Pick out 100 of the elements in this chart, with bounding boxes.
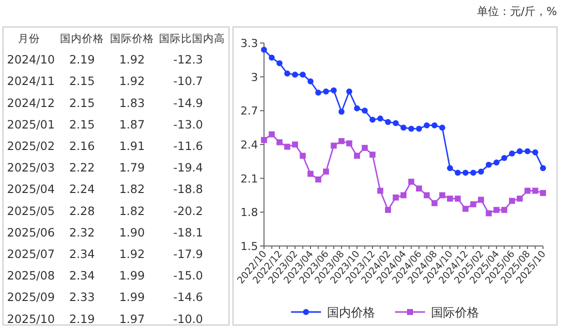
- point: [308, 170, 314, 177]
- data-label: 2.22: [69, 160, 95, 175]
- data-label: 1.82: [119, 204, 145, 218]
- y-tick-label: 2.7: [240, 104, 258, 118]
- point: [308, 78, 314, 84]
- point: [268, 131, 275, 138]
- category-label: 2025/10: [7, 312, 55, 326]
- category-label: 2025/05: [7, 204, 55, 218]
- data-label: 1.82: [119, 182, 145, 196]
- point: [354, 152, 360, 159]
- data-label: 2.34: [69, 247, 95, 261]
- data-label: 2.19: [69, 52, 95, 67]
- y-tick-label: 2.4: [240, 138, 258, 152]
- point: [462, 206, 468, 212]
- point: [416, 126, 422, 132]
- text: 国际价格: [110, 33, 154, 45]
- data-label: 1.83: [119, 96, 145, 110]
- data-label: -15.0: [173, 268, 203, 283]
- point: [486, 162, 492, 168]
- point: [424, 122, 430, 128]
- point: [323, 88, 329, 94]
- text: 月份: [18, 33, 40, 45]
- point: [370, 116, 376, 123]
- data-label: 2.15: [69, 96, 95, 110]
- point: [524, 188, 530, 194]
- point: [315, 90, 322, 96]
- category-label: 2024/11: [7, 74, 55, 88]
- y-tick-label: 3.3: [240, 37, 258, 50]
- data-label: -18.8: [173, 182, 203, 196]
- point: [400, 192, 406, 198]
- data-label: 1.92: [119, 247, 145, 261]
- data-label: 2.15: [69, 117, 95, 132]
- data-label: 1.99: [119, 290, 145, 304]
- data-label: -20.2: [173, 204, 203, 218]
- category-label: 2025/06: [7, 225, 55, 240]
- data-label: -17.9: [173, 247, 203, 261]
- data-label: 1.91: [119, 139, 145, 153]
- y-tick-label: 2.1: [240, 172, 258, 186]
- y-tick-label: 1.8: [240, 206, 258, 220]
- data-label: 1.92: [119, 52, 145, 67]
- point: [292, 72, 298, 78]
- point: [268, 54, 275, 61]
- point: [432, 122, 438, 128]
- data-label: -19.4: [173, 160, 203, 175]
- point: [400, 124, 406, 131]
- point: [462, 170, 468, 176]
- point: [315, 176, 322, 182]
- data-label: -14.9: [173, 96, 203, 110]
- point: [377, 116, 384, 122]
- legend-item: 国内价格: [291, 306, 375, 320]
- point: [509, 198, 515, 204]
- data-label: -10.7: [173, 74, 203, 88]
- data-label: 2.33: [69, 290, 95, 304]
- point: [516, 148, 523, 154]
- text: 国际比国内高: [159, 32, 225, 45]
- point: [509, 150, 515, 157]
- category-label: 2025/09: [7, 290, 55, 304]
- point: [385, 118, 391, 125]
- point: [494, 206, 500, 213]
- point: [300, 72, 306, 78]
- legend-label: 国内价格: [327, 306, 375, 320]
- point: [284, 70, 290, 76]
- data-label: 2.24: [69, 182, 95, 196]
- point: [392, 194, 399, 201]
- point: [478, 196, 484, 203]
- point: [416, 185, 422, 192]
- point: [470, 170, 476, 176]
- point: [424, 192, 430, 198]
- point: [540, 165, 546, 172]
- point: [532, 188, 538, 194]
- category-label: 2024/12: [7, 96, 55, 110]
- data-label: 2.19: [69, 312, 95, 326]
- point: [516, 196, 523, 202]
- point: [454, 196, 461, 202]
- point: [486, 210, 492, 216]
- data-label: -14.6: [173, 290, 203, 304]
- point: [494, 160, 500, 166]
- point: [408, 126, 414, 132]
- data-label: 2.15: [69, 74, 95, 88]
- data-label: -11.6: [173, 139, 203, 153]
- point: [408, 178, 414, 185]
- category-label: 2024/10: [7, 52, 55, 67]
- legend-label: 国际价格: [431, 306, 479, 320]
- point: [338, 108, 344, 115]
- point: [338, 138, 344, 144]
- point: [385, 206, 391, 213]
- data-label: 1.90: [119, 225, 145, 240]
- point: [323, 168, 329, 175]
- point: [330, 142, 337, 149]
- point: [346, 88, 352, 94]
- text: 单位：元/斤，%: [476, 5, 557, 18]
- point: [330, 87, 337, 94]
- point: [292, 142, 298, 148]
- point: [300, 152, 306, 159]
- data-label: 2.16: [69, 139, 95, 153]
- y-tick-label: 1.5: [240, 240, 258, 253]
- point: [284, 144, 290, 150]
- data-label: -18.1: [173, 225, 203, 240]
- point: [439, 192, 446, 198]
- point: [524, 148, 530, 154]
